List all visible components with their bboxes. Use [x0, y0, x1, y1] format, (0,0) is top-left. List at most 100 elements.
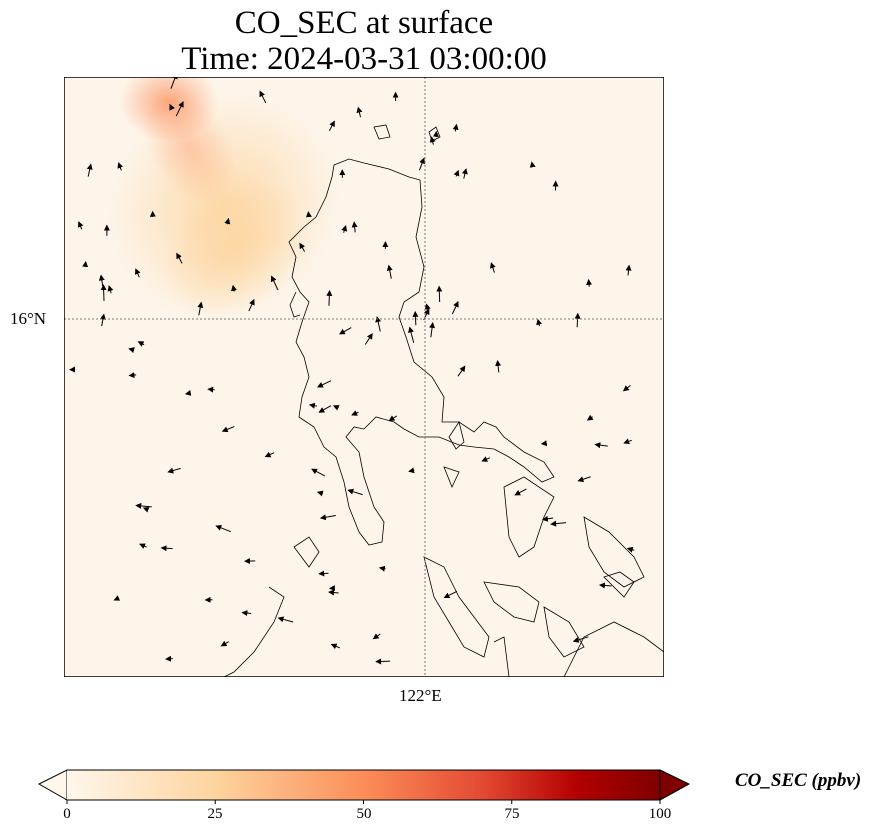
wind-arrow: [495, 359, 502, 373]
wind-arrow: [443, 590, 458, 599]
wind-arrow: [175, 101, 184, 117]
wind-arrow: [86, 163, 93, 177]
wind-arrow: [264, 451, 275, 458]
wind-arrow: [77, 221, 84, 230]
wind-arrow: [577, 476, 591, 483]
colorbar-tick: 25: [207, 806, 223, 822]
wind-arrow: [481, 456, 491, 462]
wind-arrow: [215, 524, 231, 533]
wind-arrow: [277, 616, 294, 623]
wind-arrow: [328, 120, 335, 131]
wind-arrow: [316, 490, 324, 497]
wind-arrow: [113, 595, 121, 601]
wind-arrow: [248, 298, 255, 312]
wind-arrow: [461, 168, 468, 179]
wind-arrow: [128, 347, 135, 353]
colorbar-extend-min: [38, 769, 68, 801]
wind-arrow: [259, 90, 267, 104]
wind-arrow: [341, 225, 348, 233]
wind-arrow: [224, 217, 231, 225]
wind-arrow: [436, 285, 443, 302]
wind-arrow: [429, 136, 436, 145]
wind-arrow: [167, 467, 181, 474]
wind-arrow: [351, 410, 359, 416]
wind-arrow: [176, 252, 183, 264]
wind-arrow: [139, 543, 147, 549]
wind-arrow: [135, 502, 152, 509]
plot-title: CO_SEC at surface: [234, 5, 494, 41]
wind-arrow: [319, 514, 336, 521]
colorbar: [38, 769, 691, 804]
wind-arrow: [541, 515, 554, 522]
wind-arrow: [572, 636, 589, 643]
wind-arrow: [82, 260, 89, 268]
wind-arrow: [536, 318, 543, 327]
wind-arrow: [135, 268, 141, 278]
wind-arrow: [332, 405, 340, 411]
wind-arrow: [220, 640, 229, 647]
wind-arrow: [326, 289, 333, 306]
colorbar-tick: 75: [504, 806, 520, 822]
lon-tick-label: 122°E: [399, 686, 442, 705]
wind-arrow: [184, 389, 192, 396]
wind-arrow: [169, 103, 175, 111]
wind-arrow: [160, 545, 173, 552]
wind-arrow: [270, 275, 279, 291]
plot-time: Time: 2024-03-31 03:00:00: [181, 41, 547, 77]
wind-arrow: [128, 372, 137, 379]
wind-arrow: [98, 274, 105, 292]
wind-arrow: [117, 162, 124, 171]
wind-arrow: [99, 313, 106, 327]
wind-arrow: [574, 312, 581, 328]
wind-arrow: [351, 221, 358, 233]
colorbar-gradient: [67, 770, 660, 800]
wind-arrow: [197, 301, 204, 316]
wind-arrow: [586, 278, 593, 287]
colorbar-tick: 0: [63, 806, 71, 822]
colorbar-label: CO_SEC (ppbv): [735, 770, 862, 791]
wind-arrow: [378, 565, 386, 572]
wind-arrow: [594, 442, 608, 449]
wind-arrow: [408, 326, 415, 343]
wind-arrow: [452, 123, 459, 132]
wind-arrow: [412, 310, 419, 326]
wind-arrow: [451, 300, 459, 315]
lat-tick-label: 16°N: [10, 309, 47, 328]
wind-arrow: [317, 380, 332, 388]
colorbar-tick: 100: [648, 806, 672, 822]
co-plume: [108, 77, 340, 322]
wind-arrow: [347, 488, 363, 496]
wind-arrow: [356, 106, 363, 118]
wind-arrow: [625, 264, 632, 276]
wind-arrow: [231, 284, 237, 292]
coastline: [223, 124, 664, 677]
wind-arrow: [490, 262, 496, 273]
wind-arrow: [328, 589, 339, 596]
wind-arrow: [529, 161, 536, 168]
wind-arrow: [100, 284, 107, 302]
wind-arrow: [318, 405, 332, 413]
wind-arrow: [330, 643, 341, 650]
wind-arrow: [170, 77, 178, 89]
wind-arrow: [372, 633, 381, 640]
wind-arrow: [586, 414, 594, 421]
wind-arrow: [142, 506, 150, 513]
wind-arrow: [429, 322, 436, 338]
map-panel: [64, 77, 664, 677]
wind-arrow: [339, 327, 352, 335]
wind-arrow: [457, 365, 466, 377]
wind-arrow: [386, 264, 393, 279]
wind-arrow: [311, 468, 326, 477]
wind-arrow: [418, 157, 425, 171]
wind-arrow: [622, 384, 631, 392]
wind-arrow: [137, 341, 145, 347]
wind-arrow: [364, 333, 373, 345]
colorbar-tick: 50: [356, 806, 372, 822]
wind-arrow: [305, 211, 312, 218]
wind-arrow: [623, 438, 632, 445]
wind-arrow: [107, 285, 114, 294]
wind-arrow: [308, 402, 318, 409]
wind-arrow: [540, 440, 548, 447]
wind-arrow: [299, 242, 306, 252]
wind-arrow: [453, 169, 460, 177]
